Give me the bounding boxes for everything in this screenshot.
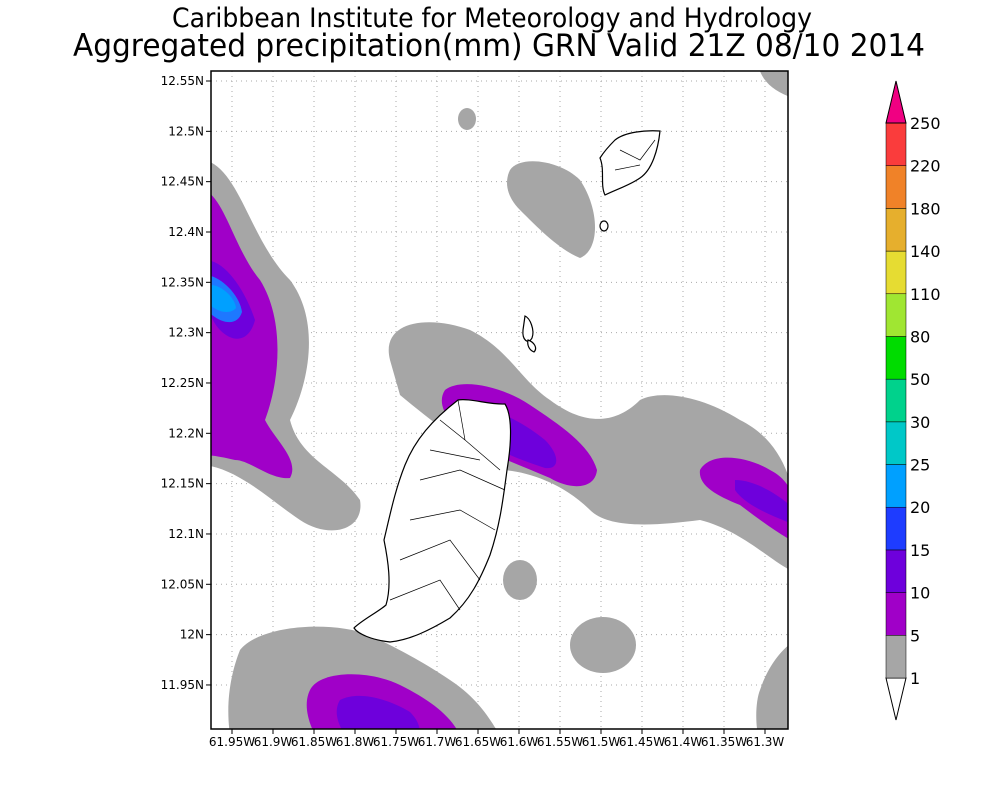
colorbar-label: 80 xyxy=(910,327,930,346)
lon-tick-label: 61.9W xyxy=(254,735,293,749)
lon-tick-label: 61.4W xyxy=(664,735,703,749)
colorbar-over xyxy=(885,80,907,124)
lon-tick-label: 61.5W xyxy=(582,735,621,749)
lat-tick-label: 12.5N xyxy=(168,124,204,138)
lon-tick-label: 61.55W xyxy=(537,735,583,749)
lat-tick-label: 12.1N xyxy=(168,527,204,541)
colorbar-segment xyxy=(885,293,907,337)
colorbar-segment xyxy=(885,250,907,295)
lon-tick-label: 61.35W xyxy=(701,735,747,749)
colorbar-segment xyxy=(885,464,907,508)
colorbar-label: 180 xyxy=(910,199,941,218)
lon-tick-label: 61.3W xyxy=(746,735,785,749)
lon-tick-label: 61.75W xyxy=(373,735,419,749)
lon-tick-label: 61.8W xyxy=(336,735,375,749)
lon-tick-label: 61.6W xyxy=(500,735,539,749)
colorbar-segment xyxy=(885,378,907,423)
colorbar-segment xyxy=(885,506,907,551)
lat-tick-label: 12.4N xyxy=(168,225,204,239)
lon-tick-label: 61.7W xyxy=(418,735,457,749)
colorbar-label: 1 xyxy=(910,669,920,688)
title: Caribbean Institute for Meteorology and … xyxy=(172,3,812,34)
colorbar-label: 30 xyxy=(910,413,930,432)
lat-tick-label: 12.05N xyxy=(161,577,204,591)
colorbar-segment xyxy=(885,208,907,252)
lon-tick-label: 61.85W xyxy=(291,735,337,749)
colorbar-label: 25 xyxy=(910,456,930,475)
colorbar-segment xyxy=(885,592,907,636)
coastline xyxy=(353,130,661,643)
colorbar-label: 15 xyxy=(910,541,930,560)
colorbar-label: 5 xyxy=(910,626,920,645)
colorbar-label: 110 xyxy=(910,285,941,304)
lon-tick-label: 61.45W xyxy=(619,735,665,749)
colorbar-label: 220 xyxy=(910,157,941,176)
parish-lines xyxy=(389,139,656,611)
lat-tick-label: 12.15N xyxy=(161,477,204,491)
colorbar-segment xyxy=(885,421,907,465)
colorbar-segment xyxy=(885,336,907,380)
colorbar-label: 50 xyxy=(910,370,930,389)
lat-tick-label: 11.95N xyxy=(161,678,204,692)
lon-tick-label: 61.95W xyxy=(209,735,255,749)
plot-frame xyxy=(210,70,789,730)
lat-tick-label: 12.2N xyxy=(168,426,204,440)
colorbar-segment xyxy=(885,635,907,679)
lat-tick-label: 12.25N xyxy=(161,376,204,390)
colorbar-segment xyxy=(885,122,907,166)
lon-tick-label: 61.65W xyxy=(455,735,501,749)
colorbar-under xyxy=(885,677,907,721)
grid: 12.55N 12.5N 12.45N 12.4N 12.35N 12.3N 12.25N 1… xyxy=(161,71,788,749)
colorbar-segment xyxy=(885,549,907,593)
lat-tick-label: 12.35N xyxy=(161,275,204,289)
precip-20-25 xyxy=(211,285,236,312)
colorbar-label: 20 xyxy=(910,498,930,517)
colorbar-segment xyxy=(885,165,907,209)
lat-tick-label: 12.45N xyxy=(161,175,204,189)
colorbar-label: 10 xyxy=(910,584,930,603)
lat-tick-label: 12.3N xyxy=(168,326,204,340)
subtitle: Aggregated precipitation(mm) GRN Valid 2… xyxy=(73,28,925,64)
lat-tick-label: 12.55N xyxy=(161,74,204,88)
precipitation xyxy=(211,71,788,729)
colorbar-label: 250 xyxy=(910,114,941,133)
colorbar-label: 140 xyxy=(910,242,941,261)
lat-tick-label: 12N xyxy=(180,628,204,642)
